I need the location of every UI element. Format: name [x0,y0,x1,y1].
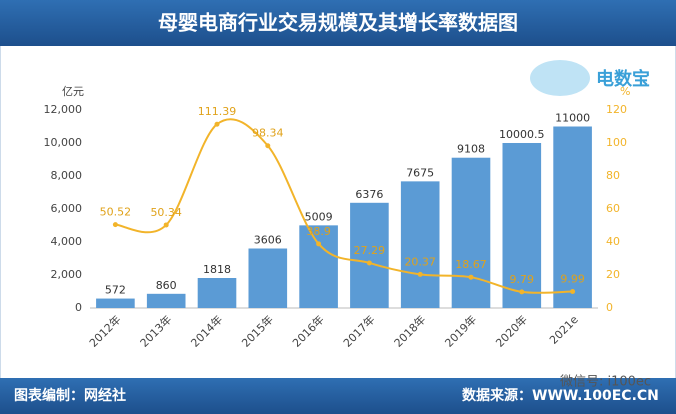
y-tick-label: 4,000 [51,235,83,248]
bar-value-label: 11000 [555,112,590,125]
bar [146,293,186,308]
y2-axis-label: % [620,85,630,98]
y-tick-label: 2,000 [51,268,83,281]
line-value-label: 111.39 [198,105,237,118]
line-value-label: 9.79 [510,273,535,286]
line-point [265,143,271,149]
bar-value-label: 10000.5 [499,128,545,141]
line-point [163,222,169,228]
line-value-label: 98.34 [252,127,284,140]
bar [553,126,592,308]
title-banner [0,0,676,46]
chart-title: 母婴电商行业交易规模及其增长率数据图 [158,11,518,35]
bar [451,157,491,308]
line-point [366,260,372,266]
y2-tick-label: 80 [606,169,620,182]
note: 图表编制：网经社 [14,387,126,404]
line-point [519,289,525,295]
logo-cloud [530,60,590,96]
line-value-label: 38.9 [306,225,331,238]
line [115,118,573,294]
bar-value-label: 5009 [305,210,333,223]
line-point [112,222,118,228]
line-value-label: 18.67 [455,258,487,271]
bar-value-label: 1818 [203,263,231,276]
y-axis-label: 亿元 [62,85,84,98]
line-point [570,289,576,295]
brand: 电数宝 [596,68,650,90]
line-value-label: 50.34 [150,206,182,219]
bar [350,202,389,308]
y-tick-label: 10,000 [44,136,83,149]
y2-tick-label: 60 [606,202,620,215]
y2-tick-label: 40 [606,235,620,248]
y-tick-label: 12,000 [44,103,83,116]
bar [96,298,135,308]
footer-banner [0,378,676,414]
bar [400,181,440,308]
line-value-label: 50.52 [100,206,132,219]
line-value-label: 27.29 [354,244,386,257]
y2-tick-label: 120 [606,103,627,116]
bar [197,278,237,308]
line-point [214,121,220,127]
line-value-label: 20.37 [404,255,436,268]
y-tick-label: 8,000 [51,169,83,182]
source: 数据来源：WWW.100EC.CN [462,387,659,404]
bar [299,225,338,308]
y2-tick-label: 0 [606,301,613,314]
bar-value-label: 7675 [406,166,434,179]
line-point [417,271,423,277]
y2-tick-label: 100 [606,136,627,149]
line-value-label: 9.99 [560,273,585,286]
bar-value-label: 6376 [355,188,383,201]
y2-tick-label: 20 [606,268,620,281]
bar [502,142,542,308]
y-tick-label: 0 [75,301,82,314]
bar-value-label: 572 [105,284,126,297]
line-point [316,241,322,247]
wechat: 微信号: i100ec [560,375,651,390]
line-point [468,274,474,280]
bar [248,248,288,308]
y-tick-label: 6,000 [51,202,83,215]
bar-value-label: 9108 [457,143,485,156]
bar-value-label: 3606 [254,234,282,247]
bar-value-label: 860 [156,279,177,292]
